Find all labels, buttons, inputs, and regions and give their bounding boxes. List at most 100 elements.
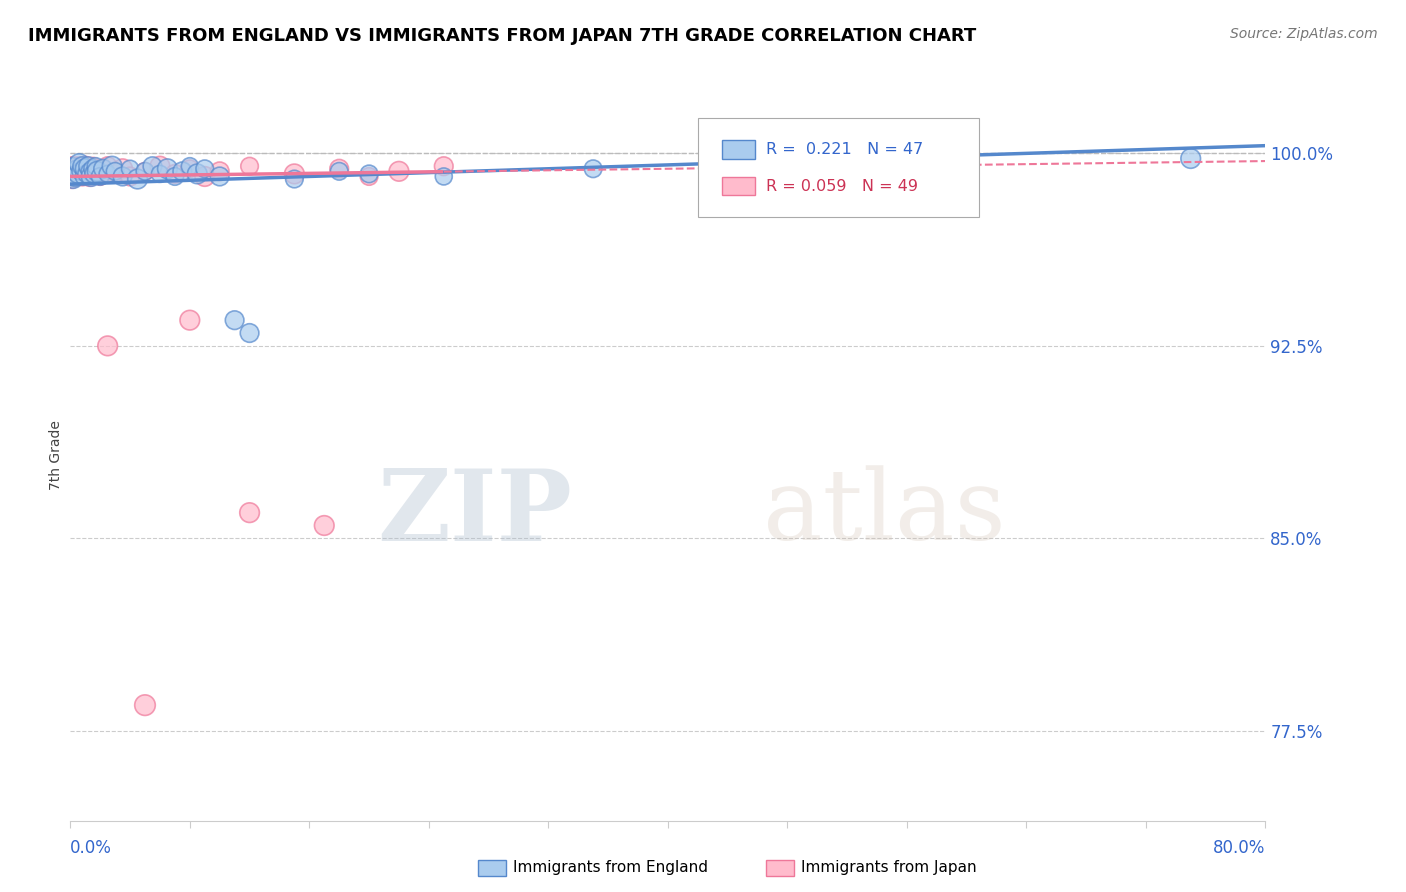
Point [83, 167, 105, 181]
Point [89, 169, 111, 184]
Point [283, 172, 305, 186]
Point [80, 164, 103, 178]
Point [60, 164, 83, 178]
Point [66, 167, 89, 181]
Point [120, 169, 141, 184]
Point [186, 167, 208, 181]
Text: Immigrants from England: Immigrants from England [513, 861, 709, 875]
Point [134, 698, 156, 713]
Point [224, 313, 246, 327]
Point [141, 159, 163, 173]
Text: ZIP: ZIP [377, 465, 572, 562]
Point [69, 164, 91, 178]
Point [70, 169, 93, 184]
Point [97, 339, 120, 353]
Point [77, 159, 100, 173]
Point [101, 159, 124, 173]
Point [163, 167, 186, 181]
Point [63, 164, 86, 178]
Point [65, 164, 87, 178]
Text: 80.0%: 80.0% [1213, 838, 1265, 857]
Point [134, 164, 156, 178]
Y-axis label: 7th Grade: 7th Grade [49, 420, 63, 490]
Point [82, 161, 104, 176]
Bar [721, 177, 755, 195]
Point [67, 167, 90, 181]
Point [163, 169, 186, 184]
Point [65, 161, 87, 176]
Point [433, 159, 456, 173]
Point [179, 159, 201, 173]
Point [314, 518, 336, 533]
Point [388, 164, 411, 178]
Point [194, 169, 217, 184]
Point [63, 161, 86, 176]
Point [149, 167, 172, 181]
Point [239, 506, 262, 520]
Point [239, 326, 262, 340]
Point [73, 169, 96, 184]
Point [62, 172, 84, 186]
FancyBboxPatch shape [697, 119, 979, 218]
Point [80, 169, 103, 184]
Point [76, 167, 98, 181]
Text: 0.0%: 0.0% [70, 838, 112, 857]
Text: R =  0.221   N = 47: R = 0.221 N = 47 [766, 143, 924, 157]
Point [82, 164, 104, 178]
Point [86, 164, 108, 178]
Point [880, 156, 903, 170]
Point [70, 169, 93, 184]
Point [70, 159, 93, 173]
Point [91, 161, 114, 176]
Point [97, 167, 120, 181]
Text: atlas: atlas [763, 466, 1007, 561]
Point [62, 159, 84, 173]
Point [62, 167, 84, 181]
Point [111, 161, 134, 176]
Point [208, 164, 231, 178]
Point [328, 164, 350, 178]
Point [65, 161, 87, 176]
Point [62, 167, 84, 181]
Point [433, 169, 456, 184]
Point [84, 159, 107, 173]
Bar [721, 140, 755, 159]
Point [91, 164, 114, 178]
Point [149, 159, 172, 173]
Point [582, 161, 605, 176]
Point [60, 172, 83, 186]
Point [83, 167, 105, 181]
Point [104, 164, 127, 178]
Point [172, 164, 194, 178]
Point [328, 161, 350, 176]
Point [208, 169, 231, 184]
Point [63, 169, 86, 184]
Point [62, 159, 84, 173]
Point [84, 161, 107, 176]
Text: IMMIGRANTS FROM ENGLAND VS IMMIGRANTS FROM JAPAN 7TH GRADE CORRELATION CHART: IMMIGRANTS FROM ENGLAND VS IMMIGRANTS FR… [28, 27, 976, 45]
Point [97, 159, 120, 173]
Point [239, 159, 262, 173]
Point [194, 161, 217, 176]
Point [60, 167, 83, 181]
Text: Immigrants from Japan: Immigrants from Japan [801, 861, 977, 875]
Point [120, 161, 141, 176]
Point [89, 169, 111, 184]
Point [62, 159, 84, 173]
Point [283, 167, 305, 181]
Point [179, 313, 201, 327]
Point [60, 164, 83, 178]
Point [66, 159, 89, 173]
Point [179, 161, 201, 176]
Point [69, 161, 91, 176]
Point [67, 156, 90, 170]
Point [359, 169, 381, 184]
Point [82, 159, 104, 173]
Point [63, 169, 86, 184]
Point [1180, 152, 1202, 166]
Point [104, 167, 127, 181]
Point [75, 159, 97, 173]
Point [79, 164, 101, 178]
Point [111, 169, 134, 184]
Point [127, 172, 149, 186]
